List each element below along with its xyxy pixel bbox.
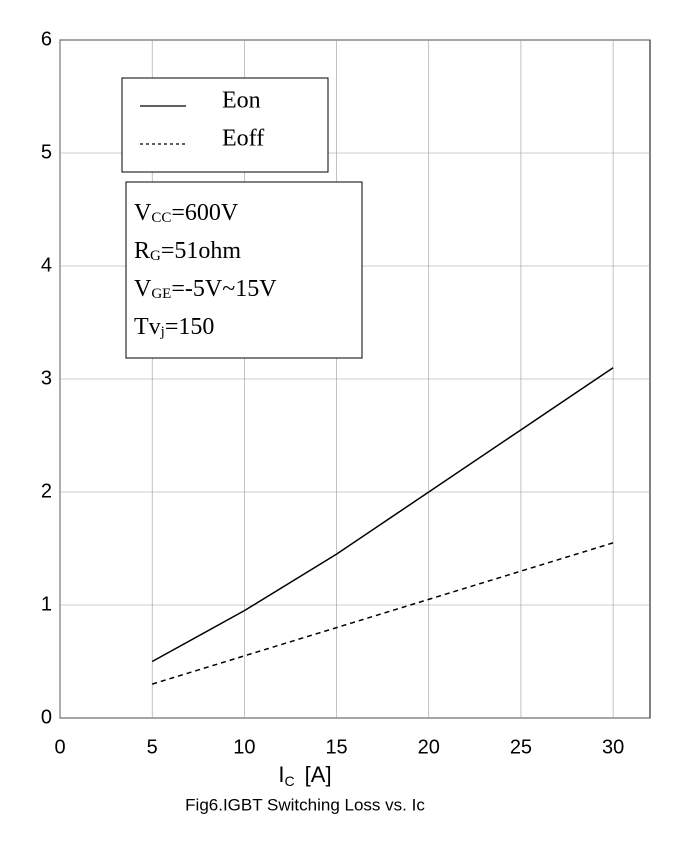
x-tick-label: 5	[147, 736, 158, 758]
condition-symbol: V	[134, 276, 152, 302]
x-tick-label: 25	[510, 736, 532, 758]
condition-subscript: GE	[151, 286, 171, 302]
condition: Tvj=150	[134, 314, 214, 341]
condition-subscript: CC	[151, 210, 171, 226]
condition-value: =-5V~15V	[171, 276, 277, 302]
condition-symbol: R	[134, 238, 150, 264]
condition: VCC=600V	[134, 200, 239, 227]
y-tick-label: 4	[41, 254, 52, 276]
x-axis-label: IC [A]	[278, 762, 331, 789]
x-tick-label: 0	[54, 736, 65, 758]
y-tick-label: 5	[41, 141, 52, 163]
legend-label: Eon	[222, 88, 261, 114]
legend-box	[121, 77, 329, 173]
condition-symbol: Tv	[134, 314, 161, 340]
x-label-sub: C	[285, 773, 295, 789]
x-tick-label: 15	[325, 736, 347, 758]
condition-value: =150	[165, 314, 215, 340]
condition-subscript: G	[150, 248, 161, 264]
condition-subscript: j	[160, 324, 165, 340]
y-tick-label: 2	[41, 480, 52, 502]
y-tick-label: 6	[41, 28, 52, 50]
chart-title: Fig6.IGBT Switching Loss vs. Ic	[185, 795, 425, 814]
y-tick-label: 3	[41, 367, 52, 389]
y-tick-label: 1	[41, 593, 52, 615]
series-line	[151, 367, 614, 663]
x-label-rest: [A]	[305, 762, 332, 787]
y-tick-label: 0	[41, 706, 52, 728]
conditions-box	[125, 181, 363, 359]
condition: RG=51ohm	[134, 238, 241, 265]
x-label-main: I	[278, 762, 284, 787]
x-tick-label: 20	[418, 736, 440, 758]
condition-value: =600V	[171, 200, 239, 226]
x-tick-label: 10	[233, 736, 255, 758]
condition-value: =51ohm	[161, 238, 242, 264]
x-tick-label: 30	[602, 736, 624, 758]
legend-label: Eoff	[222, 126, 264, 152]
condition-symbol: V	[134, 200, 152, 226]
condition: VGE=-5V~15V	[134, 276, 277, 303]
